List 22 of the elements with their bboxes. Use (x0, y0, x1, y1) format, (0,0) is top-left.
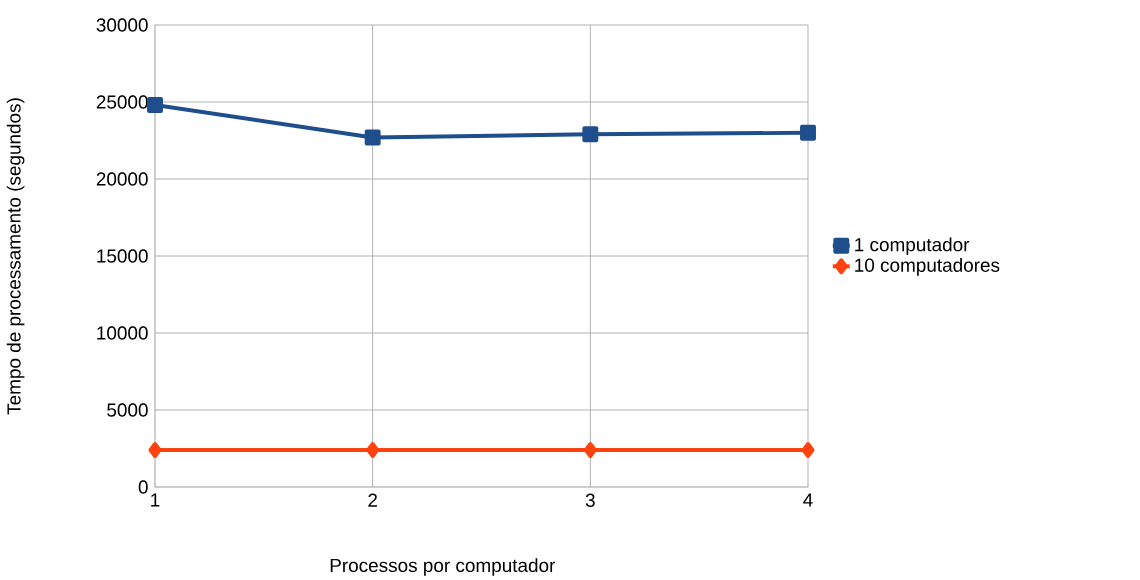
point (583, 442, 597, 459)
y-axis-title: Tempo de processamento (segundos) (6, 98, 25, 415)
point (148, 442, 162, 459)
point (364, 129, 381, 146)
x-tick-label: 4 (803, 493, 813, 507)
y-tick-label: 15000 (97, 249, 148, 263)
y-tick-label: 20000 (96, 172, 148, 186)
x-tick-label: 3 (585, 493, 595, 507)
point (582, 126, 599, 143)
y-tick-label: 30000 (96, 18, 148, 32)
x-axis-title: Processos por computador (330, 558, 556, 576)
x-tick-label: 2 (368, 493, 377, 507)
y-tick-label: 5000 (107, 403, 148, 417)
point (366, 442, 380, 459)
point (800, 124, 816, 141)
legend-label: 10 computadores (855, 257, 1000, 276)
legend-label: 1 computador (855, 237, 970, 256)
y-tick-label: 0 (138, 480, 148, 494)
x-tick-label: 1 (151, 493, 160, 507)
point (801, 442, 815, 459)
y-tick-label: 10000 (97, 326, 148, 340)
point (147, 97, 163, 114)
